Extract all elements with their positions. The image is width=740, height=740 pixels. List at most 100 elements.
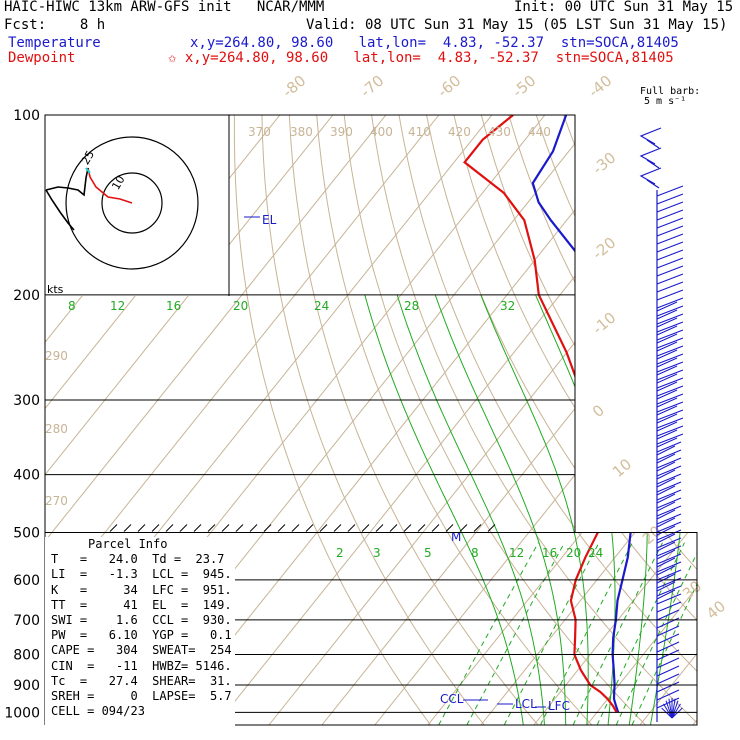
hatch-mark: [277, 524, 286, 532]
surface-wind-barb: [671, 698, 676, 719]
wind-barb: [656, 481, 682, 493]
wind-barb: [656, 313, 684, 325]
mixing-ratio-label: 20: [566, 546, 581, 560]
wind-barb: [656, 397, 678, 408]
isotherm-line: [480, 115, 697, 725]
wind-barb: [656, 417, 684, 429]
wind-barb: [656, 673, 680, 685]
isotherm-label: -40: [585, 72, 615, 102]
theta-e-label: 12: [110, 299, 125, 313]
wind-barb: [656, 433, 684, 445]
pressure-tick-label: 600: [13, 573, 40, 589]
isotherm-line: [162, 115, 652, 725]
wind-barb: [656, 377, 684, 389]
wind-barb: [656, 329, 684, 341]
hatch-mark: [361, 524, 370, 532]
hatch-mark: [389, 524, 398, 532]
wind-barb: [656, 297, 684, 309]
temperature-station-info: x,y=264.80, 98.60 lat,lon= 4.83, -52.37 …: [190, 35, 679, 51]
hatch-mark: [193, 524, 202, 532]
hatch-mark: [417, 524, 426, 532]
mixing-ratio-label: 12: [509, 546, 524, 560]
hatch-mark: [445, 524, 454, 532]
wind-barb: [656, 581, 676, 592]
pressure-tick-label: 700: [13, 613, 40, 629]
wind-barb: [656, 557, 676, 568]
parcel-info-title: Parcel Info: [88, 537, 168, 551]
hatch-mark: [459, 524, 468, 532]
parcel-info-panel: Parcel Info T = 24.0 Td = 23.7 LI = -1.3…: [45, 537, 235, 727]
surface-wind-barb: [671, 707, 683, 719]
hatch-mark: [487, 524, 496, 532]
wind-barb: [656, 385, 684, 397]
theta-label: 410: [408, 125, 431, 139]
wind-barb: [656, 537, 682, 549]
theta-label: 370: [248, 125, 271, 139]
wind-barbs: [639, 127, 684, 722]
level-marker-ccl: CCL: [440, 692, 464, 706]
dry-adiabat-line: [343, 115, 646, 725]
hodograph-mid-level-trace: [45, 167, 89, 197]
wind-barb: [656, 445, 676, 456]
mixing-ratio-label: 2: [336, 546, 344, 560]
theta-label: 280: [45, 422, 68, 436]
dry-adiabat-line: [508, 115, 697, 725]
parcel-row-total-totals: TT = 41 EL = 149.: [51, 597, 232, 612]
hodograph-upper-level-trace: [45, 189, 75, 231]
wind-barb: [656, 265, 684, 277]
pressure-tick-label: 500: [13, 526, 40, 542]
parcel-row-temperature: T = 24.0 Td = 23.7: [51, 552, 225, 567]
theta-label: 420: [448, 125, 471, 139]
surface-wind-barb: [665, 700, 673, 719]
mixing-ratio-line: [631, 542, 697, 725]
mixing-ratio-line: [503, 542, 600, 725]
parcel-row-tc: Tc = 27.4 SHEAR= 31.: [51, 673, 232, 688]
wind-barb: [656, 641, 680, 653]
dry-adiabat-line: [398, 115, 697, 725]
mixing-ratio-line: [466, 542, 565, 725]
upper-wind-barb: [639, 167, 662, 185]
wind-barb: [656, 425, 684, 437]
mixing-ratio-line: [572, 542, 663, 725]
mixing-ratio-label: 3: [373, 546, 381, 560]
hatch-mark: [235, 524, 244, 532]
wind-barb: [656, 545, 682, 557]
isotherm-label: -60: [434, 72, 464, 102]
wind-barb: [656, 365, 678, 376]
wind-barb: [656, 521, 682, 533]
wind-barb: [656, 289, 684, 301]
hodograph: 25 10 kts: [45, 115, 230, 296]
wind-barb: [656, 309, 678, 320]
wind-barb: [656, 345, 684, 357]
isotherm-label: -10: [589, 309, 619, 339]
wind-barb: [656, 233, 684, 245]
wind-barb: [656, 249, 684, 261]
wind-barb: [656, 337, 684, 349]
wind-barb: [656, 353, 684, 365]
wind-barb: [656, 489, 682, 501]
wind-barb: [656, 225, 684, 237]
dry-adiabat-line: [288, 115, 539, 725]
theta-label: 440: [528, 125, 551, 139]
wind-barb: [656, 665, 680, 677]
moist-adiabat-line: [396, 294, 545, 725]
hatch-mark: [291, 524, 300, 532]
wind-barb: [656, 409, 684, 421]
upper-wind-barb: [646, 139, 660, 149]
pressure-tick-label: 900: [13, 678, 40, 694]
hatch-mark: [333, 524, 342, 532]
wind-barb: [656, 465, 682, 477]
wind-barb: [656, 625, 680, 637]
surface-wind-barb: [671, 700, 679, 719]
level-marker-lcl: LCL: [515, 697, 537, 711]
parcel-row-k-index: K = 34 LFC = 951.: [51, 582, 232, 597]
parcel-row-sreh: SREH = 0 LAPSE= 5.7: [51, 689, 232, 704]
upper-wind-barb: [646, 179, 660, 189]
surface-wind-barb: [668, 698, 673, 719]
wind-barb: [656, 449, 682, 461]
isotherm-label: 40: [703, 597, 729, 623]
pressure-tick-label: 400: [13, 468, 40, 484]
mixing-ratio-line: [438, 542, 539, 725]
wind-barb: [656, 657, 680, 669]
wind-barb: [656, 601, 682, 613]
